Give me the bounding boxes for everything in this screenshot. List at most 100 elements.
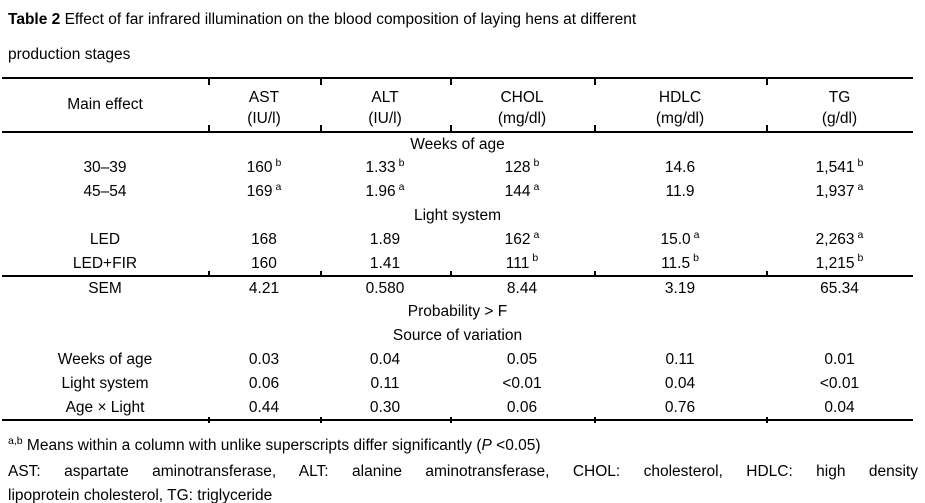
cell-value: <0.01 — [502, 375, 542, 392]
cell-value: 160 b — [246, 156, 282, 176]
cell-value: 111 b — [505, 252, 539, 272]
footnote-abbreviations-line-1: AST: aspartate aminotransferase, ALT: al… — [8, 463, 918, 481]
table-row: LED+FIR 160 1.41 111 b 11.5 b 1,215 b — [2, 252, 913, 276]
column-header: CHOL (mg/dl) — [497, 89, 547, 127]
data-table: Main effect AST (IU/l) ALT (IU/l) CHOL (mg/dl)… — [2, 77, 913, 421]
cell-value: 8.44 — [506, 279, 538, 297]
footnote-significance: a,b Means within a column with unlike su… — [8, 428, 918, 459]
cell-value: 0.04 — [369, 351, 401, 368]
table-row: Light system 0.06 0.11 <0.01 0.04 <0.01 — [2, 372, 913, 396]
column-boundary-tick — [594, 417, 596, 423]
cell-value: 2,263 a — [815, 228, 864, 248]
column-boundary-tick — [594, 271, 596, 277]
column-boundary-tick — [450, 79, 452, 85]
column-boundary-tick — [450, 417, 452, 423]
superscript: b — [275, 156, 282, 169]
row-label: LED+FIR — [72, 254, 138, 272]
table-row: LED 168 1.89 162 a 15.0 a 2,263 a — [2, 228, 913, 252]
row-label: SEM — [88, 279, 122, 297]
row-label: 45–54 — [83, 183, 127, 200]
column-header: HDLC (mg/dl) — [655, 89, 705, 127]
cell-value: 0.05 — [506, 351, 538, 368]
cell-value: 1,937 a — [815, 180, 864, 200]
span-row: Probability > F — [2, 300, 913, 324]
group-label: Light system — [413, 207, 501, 224]
cell-value: 144 a — [504, 180, 540, 200]
column-boundary-tick — [766, 79, 768, 85]
column-boundary-tick — [594, 125, 596, 131]
cell-value: 0.04 — [824, 398, 855, 416]
cell-value: 1.96 a — [365, 180, 405, 200]
superscript: b — [857, 252, 864, 265]
column-boundary-tick — [450, 125, 452, 131]
row-label: Light system — [61, 375, 149, 392]
cell-value: 4.21 — [248, 279, 280, 297]
header-row: Main effect AST (IU/l) ALT (IU/l) CHOL (mg/dl)… — [2, 78, 913, 132]
column-boundary-tick — [766, 417, 768, 423]
cell-value: 1.89 — [369, 231, 401, 248]
footnotes: a,b Means within a column with unlike su… — [8, 428, 918, 503]
column-header: ALT (IU/l) — [368, 89, 402, 127]
group-label: Source of variation — [392, 327, 523, 344]
cell-value: 14.6 — [664, 159, 696, 176]
footnote-abbreviations-line-2: lipoprotein cholesterol, TG: triglycerid… — [8, 487, 273, 503]
cell-value: 162 a — [504, 228, 540, 248]
cell-value: 0.580 — [365, 279, 405, 297]
column-boundary-tick — [320, 125, 322, 131]
cell-value: 0.06 — [248, 375, 280, 392]
cell-value: 0.01 — [824, 351, 855, 368]
cell-value: 0.06 — [506, 398, 538, 416]
cell-value: 160 — [251, 254, 277, 272]
cell-value: 168 — [251, 231, 277, 248]
row-label: 30–39 — [83, 159, 127, 176]
column-boundary-tick — [320, 79, 322, 85]
cell-value: 0.11 — [370, 375, 400, 392]
cell-value: 65.34 — [820, 279, 859, 297]
cell-value: 1,215 b — [815, 252, 864, 272]
superscript: b — [693, 252, 699, 265]
column-boundary-tick — [450, 271, 452, 277]
cell-value: 1.33 b — [365, 156, 405, 176]
cell-value: 0.44 — [248, 398, 280, 416]
column-header: TG (g/dl) — [821, 89, 858, 127]
superscript: a — [533, 228, 540, 241]
cell-value: 11.9 — [665, 183, 695, 200]
column-boundary-tick — [208, 271, 210, 277]
cell-value: <0.01 — [819, 375, 860, 392]
cell-value: 0.11 — [665, 351, 695, 368]
superscript: a — [398, 180, 405, 193]
group-row: Weeks of age — [2, 132, 913, 156]
superscript: a — [857, 228, 864, 241]
group-row: Source of variation — [2, 324, 913, 348]
caption-text: Effect of far infrared illumination on t… — [60, 11, 637, 28]
superscript: a — [693, 228, 700, 241]
row-label: LED — [89, 231, 121, 248]
caption-table-number: Table 2 — [8, 11, 61, 28]
column-boundary-tick — [766, 125, 768, 131]
table-row: Weeks of age 0.03 0.04 0.05 0.11 0.01 — [2, 348, 913, 372]
table-row: Age × Light 0.44 0.30 0.06 0.76 0.04 — [2, 396, 913, 420]
footnote-text: Means within a column with unlike supers… — [22, 437, 482, 455]
cell-value: 1.41 — [369, 254, 401, 272]
cell-value: 0.30 — [369, 398, 401, 416]
cell-value: 128 b — [504, 156, 540, 176]
superscript: b — [857, 156, 864, 169]
footnote-superscript: a,b — [8, 435, 23, 447]
cell-value: 0.04 — [664, 375, 696, 392]
cell-value: 0.76 — [664, 398, 696, 416]
column-boundary-tick — [320, 417, 322, 423]
superscript: a — [857, 180, 864, 193]
superscript: b — [533, 156, 540, 169]
cell-value: 15.0 a — [660, 228, 700, 248]
column-boundary-tick — [208, 125, 210, 131]
caption-line-1: Table 2 Effect of far infrared illuminat… — [8, 9, 908, 31]
column-boundary-tick — [208, 417, 210, 423]
span-label: Probability > F — [407, 303, 508, 320]
table-body: Weeks of age 30–39 160 b 1.33 b 128 b 14.6 1,541 b… — [2, 132, 913, 420]
cell-value: 0.03 — [248, 351, 280, 368]
table-row: SEM 4.21 0.580 8.44 3.19 65.34 — [2, 276, 913, 300]
column-boundary-tick — [320, 271, 322, 277]
row-label: Age × Light — [65, 398, 145, 416]
table-row: 30–39 160 b 1.33 b 128 b 14.6 1,541 b — [2, 156, 913, 180]
